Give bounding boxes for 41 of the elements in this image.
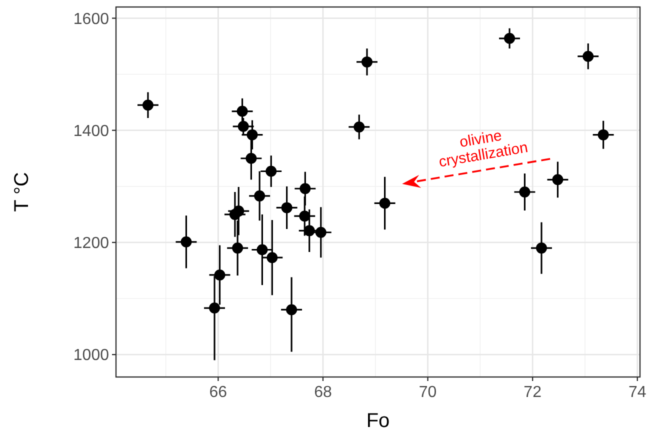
point xyxy=(354,121,365,132)
y-tick-label: 1600 xyxy=(73,10,110,28)
point xyxy=(209,302,220,314)
x-tick-label: 66 xyxy=(209,384,228,401)
point xyxy=(536,242,547,254)
point xyxy=(229,208,240,220)
x-tick-label: 68 xyxy=(314,384,332,401)
point xyxy=(582,50,594,62)
point xyxy=(246,152,257,164)
annotation: olivine crystallization xyxy=(438,127,530,171)
point xyxy=(598,129,609,140)
point xyxy=(286,304,298,316)
y-axis-title: T °C xyxy=(11,172,33,212)
point xyxy=(304,225,315,236)
x-tick-label: 70 xyxy=(418,384,437,401)
point xyxy=(256,244,268,256)
x-tick-label: 72 xyxy=(524,384,542,401)
x-tick-label: 74 xyxy=(628,384,646,401)
point xyxy=(246,129,258,140)
point xyxy=(519,186,530,198)
point xyxy=(180,236,192,248)
point xyxy=(236,106,248,117)
point xyxy=(214,269,226,280)
point xyxy=(552,174,564,186)
point xyxy=(361,56,372,68)
point xyxy=(266,252,278,264)
point xyxy=(299,210,310,222)
y-tick-label: 1400 xyxy=(73,122,110,140)
point xyxy=(281,202,292,214)
point xyxy=(504,32,516,44)
point xyxy=(238,120,249,132)
point xyxy=(300,183,311,194)
y-tick-label: 1000 xyxy=(73,347,110,364)
x-axis-title: Fo xyxy=(366,410,390,432)
point xyxy=(142,100,154,111)
point xyxy=(254,190,266,202)
point xyxy=(379,198,390,209)
point xyxy=(315,226,326,238)
point xyxy=(266,166,277,177)
y-tick-label: 1200 xyxy=(73,235,110,252)
point xyxy=(232,242,244,254)
